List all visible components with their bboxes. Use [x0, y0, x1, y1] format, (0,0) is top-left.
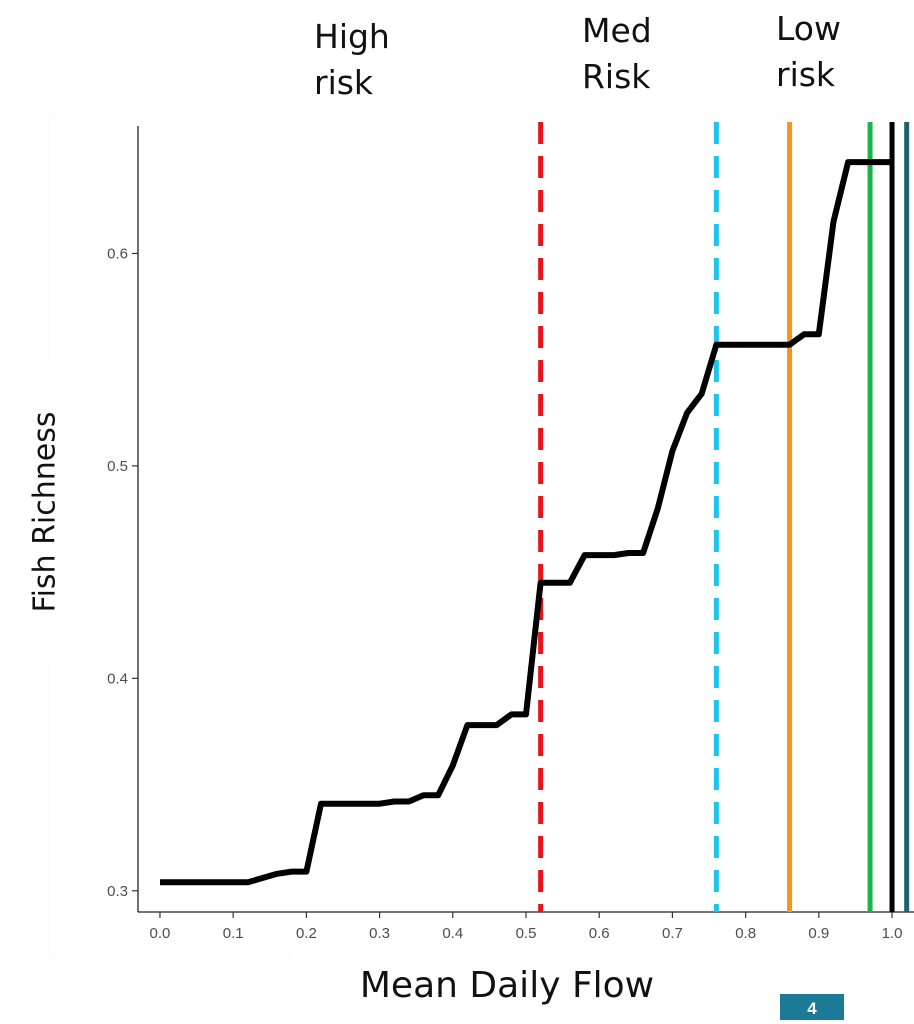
- x-tick-label: 0.2: [296, 925, 317, 942]
- page-number-badge: 4: [780, 994, 844, 1020]
- med-risk-label: Med Risk: [582, 11, 652, 96]
- y-axis-title: Fish Richness: [27, 411, 63, 613]
- x-tick-label: 0.0: [150, 925, 171, 942]
- x-tick-label: 0.1: [223, 925, 244, 942]
- y-tick-label: 0.3: [107, 883, 128, 900]
- x-tick-label: 0.4: [442, 925, 463, 942]
- x-tick-label: 0.6: [589, 925, 610, 942]
- y-tick-label: 0.4: [107, 670, 128, 687]
- y-tick-label: 0.6: [107, 245, 128, 262]
- y-axis-title-box: [14, 362, 76, 662]
- x-tick-label: 0.8: [735, 925, 756, 942]
- low-risk-label: Low risk: [776, 9, 841, 94]
- axes: 0.3 0.4 0.5 0.6 0.0 0.1 0.2 0.3 0.4 0.5 0.6 0.7 0.8 0…: [107, 126, 914, 942]
- plot-panel: [50, 116, 914, 956]
- y-tick-label: 0.5: [107, 458, 128, 475]
- series: [160, 159, 892, 886]
- high-risk-label: High risk: [314, 17, 390, 102]
- x-tick-label: 0.7: [662, 925, 683, 942]
- x-tick-label: 0.3: [369, 925, 390, 942]
- fish-richness-line: [160, 159, 892, 886]
- x-axis-title: Mean Daily Flow: [292, 952, 722, 1020]
- x-tick-label: 1.0: [882, 925, 903, 942]
- x-tick-label: 0.9: [808, 925, 829, 942]
- x-tick-label: 0.5: [516, 925, 537, 942]
- threshold-lines: [538, 122, 910, 912]
